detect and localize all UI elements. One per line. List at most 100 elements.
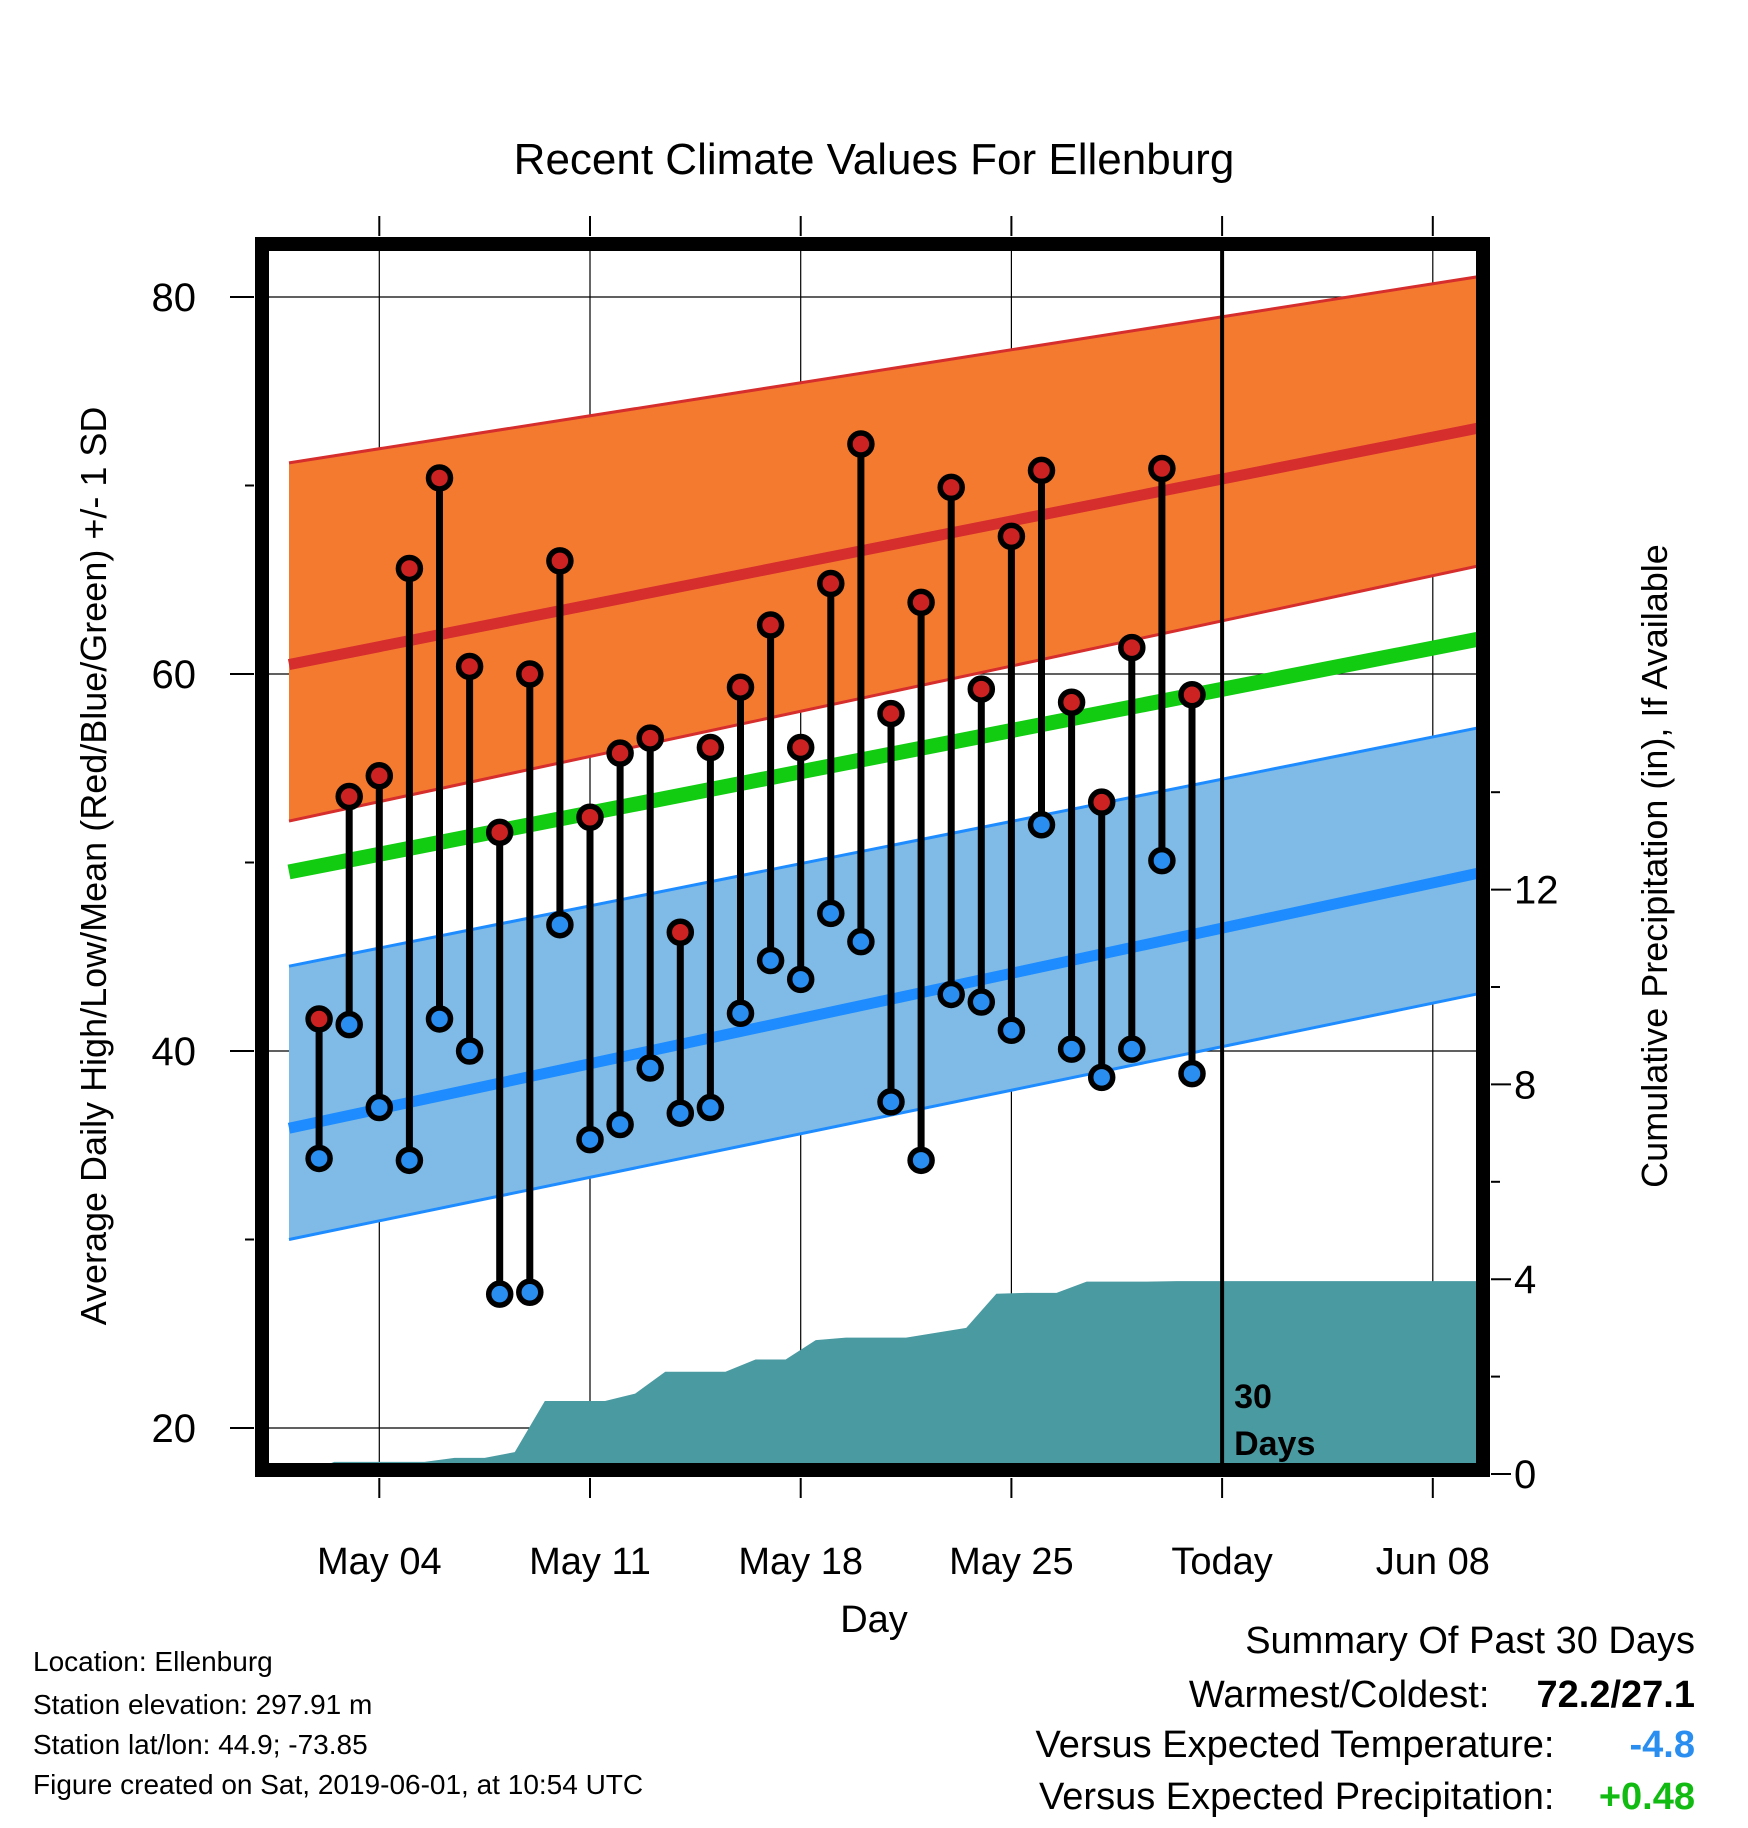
daily-high-point	[606, 739, 634, 767]
daily-high-point	[1057, 688, 1086, 717]
y-tick-label: 20	[152, 1407, 197, 1451]
y-tick-label: 80	[152, 276, 197, 320]
summary-warmest-row: Warmest/Coldest: 72.2/27.1	[1189, 1676, 1695, 1714]
footer-latlon: Station lat/lon: 44.9; -73.85	[33, 1729, 368, 1760]
daily-low-point	[696, 1093, 725, 1122]
today-days-count: 30	[1234, 1378, 1272, 1416]
plot-interior: 30 Days	[262, 244, 1483, 1470]
daily-low-point	[1118, 1035, 1146, 1063]
chart-title: Recent Climate Values For Ellenburg	[514, 135, 1235, 184]
y2-tick-label: 8	[1514, 1063, 1536, 1107]
daily-high-point	[696, 733, 725, 762]
daily-high-point	[395, 554, 424, 583]
daily-low-point	[335, 1010, 363, 1039]
x-tick-label: Jun 08	[1376, 1541, 1490, 1583]
summary-temp-row: Versus Expected Temperature: -4.8	[1036, 1726, 1695, 1764]
daily-high-point	[1087, 788, 1116, 816]
y2-axis-label: Cumulative Precipitation (in), If Availa…	[1634, 544, 1675, 1188]
daily-low-point	[817, 899, 845, 928]
daily-low-point	[666, 1099, 695, 1127]
y-tick-label: 40	[152, 1030, 197, 1074]
daily-low-point	[997, 1016, 1026, 1045]
x-tick-label: May 11	[529, 1541, 651, 1583]
y2-tick-label: 12	[1514, 869, 1559, 913]
daily-low-point	[847, 927, 875, 956]
summary-temp-label: Versus Expected Temperature:	[1035, 1724, 1555, 1766]
daily-high-point	[305, 1005, 333, 1033]
daily-high-point	[967, 675, 996, 703]
summary-title: Summary Of Past 30 Days	[1245, 1620, 1695, 1662]
x-tick-label: May 04	[317, 1541, 442, 1583]
daily-high-point	[576, 803, 604, 832]
daily-high-point	[666, 918, 695, 946]
daily-low-point	[726, 999, 755, 1028]
daily-high-point	[335, 782, 363, 811]
daily-low-point	[516, 1278, 544, 1307]
daily-high-point	[817, 569, 845, 598]
daily-low-point	[455, 1037, 484, 1065]
y-axis-label: Average Daily High/Low/Mean (Red/Blue/Gr…	[73, 407, 114, 1326]
summary-warmest-label: Warmest/Coldest:	[1188, 1674, 1490, 1716]
daily-low-point	[606, 1110, 634, 1139]
daily-high-point	[485, 818, 514, 847]
daily-low-point	[546, 910, 574, 939]
daily-high-point	[365, 762, 394, 790]
daily-high-point	[907, 588, 935, 617]
cumulative-precip-area	[313, 1281, 1483, 1470]
daily-low-point	[1148, 846, 1176, 875]
daily-high-point	[1118, 633, 1146, 662]
footer-elevation: Station elevation: 297.91 m	[33, 1689, 373, 1720]
summary-precip-value: +0.48	[1598, 1776, 1695, 1818]
daily-low-point	[636, 1054, 664, 1082]
daily-high-point	[997, 522, 1026, 551]
daily-low-point	[395, 1146, 424, 1175]
daily-low-point	[425, 1005, 454, 1033]
daily-low-point	[967, 988, 996, 1016]
daily-low-point	[907, 1146, 935, 1175]
daily-high-point	[726, 673, 755, 701]
daily-high-point	[1027, 456, 1056, 485]
daily-high-point	[937, 473, 965, 502]
daily-low-point	[1027, 811, 1056, 839]
daily-high-point	[1148, 454, 1176, 483]
plot-frame	[255, 237, 1490, 1477]
daily-high-point	[425, 464, 454, 492]
normal-high-upper-line	[288, 274, 1483, 465]
normal-high-lower-line	[288, 563, 1483, 823]
y-tick-label: 60	[152, 653, 197, 697]
daily-high-point	[516, 660, 544, 688]
daily-high-point	[786, 733, 815, 762]
summary-temp-value: -4.8	[1629, 1724, 1695, 1766]
daily-high-point	[847, 430, 875, 458]
daily-high-point	[756, 611, 785, 639]
daily-low-point	[1057, 1035, 1086, 1063]
x-tick-label: May 25	[949, 1541, 1074, 1583]
daily-high-point	[1178, 680, 1206, 709]
plot-area: 30 Days 20 40 60 80 0 4 8 12 May 04 May 11 May 18 May…	[152, 216, 1559, 1583]
today-days-label: Days	[1234, 1425, 1315, 1463]
daily-low-point	[576, 1125, 604, 1154]
summary-warmest-value: 72.2/27.1	[1536, 1674, 1695, 1716]
daily-low-point	[1087, 1063, 1116, 1092]
summary-precip-label: Versus Expected Precipitation:	[1039, 1776, 1555, 1818]
normal-high-mean-line	[287, 421, 1483, 670]
summary-precip-row: Versus Expected Precipitation: +0.48	[1039, 1778, 1695, 1816]
daily-low-point	[1178, 1059, 1206, 1088]
daily-low-point	[485, 1280, 514, 1308]
daily-low-point	[786, 965, 815, 994]
daily-high-point	[877, 699, 905, 728]
daily-low-point	[756, 946, 785, 975]
x-tick-label: Today	[1171, 1541, 1272, 1583]
footer-created: Figure created on Sat, 2019-06-01, at 10…	[33, 1769, 644, 1800]
x-tick-label: May 18	[738, 1541, 863, 1583]
daily-low-point	[937, 980, 965, 1009]
daily-low-point	[365, 1093, 394, 1122]
daily-low-point	[877, 1088, 905, 1116]
daily-high-point	[455, 652, 484, 681]
x-axis-label: Day	[840, 1599, 908, 1641]
y2-tick-label: 0	[1514, 1453, 1536, 1497]
daily-high-point	[636, 724, 664, 752]
y2-tick-label: 4	[1514, 1258, 1536, 1302]
footer-location: Location: Ellenburg	[33, 1646, 273, 1677]
